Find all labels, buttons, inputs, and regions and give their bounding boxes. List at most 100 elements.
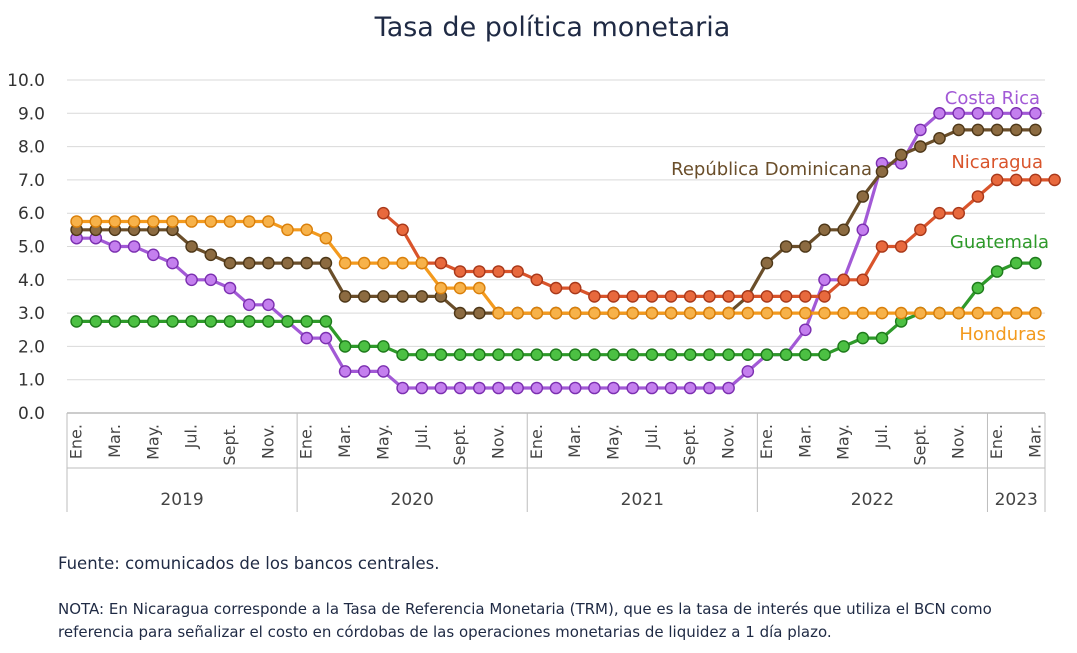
- data-point: [338, 340, 352, 353]
- data-point: [837, 306, 850, 320]
- data-point: [166, 256, 179, 270]
- data-point: [357, 340, 371, 353]
- data-point: [204, 273, 218, 287]
- data-point: [1029, 173, 1042, 187]
- data-point: [894, 148, 908, 162]
- data-point: [166, 315, 179, 328]
- series-label: República Dominicana: [671, 159, 872, 180]
- y-tick-label: 7.0: [18, 171, 45, 191]
- data-point: [223, 215, 237, 228]
- data-point: [415, 348, 429, 362]
- data-point: [492, 381, 505, 395]
- data-point: [607, 348, 620, 362]
- data-point: [338, 365, 352, 378]
- data-point: [933, 206, 946, 220]
- data-point: [837, 273, 850, 287]
- data-point: [818, 223, 831, 237]
- data-point: [568, 381, 582, 395]
- x-tick-label: Mar.: [795, 424, 814, 458]
- data-point: [664, 306, 678, 320]
- data-point: [242, 298, 256, 312]
- data-point: [70, 315, 83, 328]
- data-point: [511, 381, 524, 395]
- data-point: [1009, 123, 1023, 137]
- data-point: [377, 290, 390, 303]
- data-point: [453, 306, 467, 320]
- data-point: [185, 273, 198, 287]
- data-point: [319, 331, 333, 345]
- data-point: [683, 290, 697, 303]
- data-point: [914, 140, 927, 153]
- data-point: [549, 381, 563, 395]
- data-point: [338, 290, 352, 303]
- data-point: [281, 315, 294, 328]
- data-point: [492, 348, 505, 362]
- data-point: [1029, 306, 1042, 320]
- data-point: [990, 173, 1004, 187]
- x-tick-label: Ene.: [757, 424, 776, 459]
- data-point: [799, 348, 812, 362]
- data-point: [933, 131, 946, 145]
- series-line: [76, 219, 1036, 315]
- data-point: [741, 348, 755, 362]
- x-tick-label: Mar.: [1025, 424, 1044, 458]
- y-tick-label: 3.0: [18, 304, 45, 324]
- data-point: [760, 256, 774, 270]
- x-tick-label: Nov.: [719, 424, 738, 459]
- data-point: [837, 223, 850, 237]
- y-tick-label: 8.0: [18, 138, 45, 158]
- data-point: [300, 331, 314, 345]
- data-point: [1009, 256, 1023, 270]
- data-point: [990, 265, 1004, 278]
- data-point: [530, 273, 544, 287]
- x-tick-label: Jul.: [642, 424, 661, 449]
- data-point: [683, 348, 697, 362]
- data-point: [837, 340, 850, 353]
- data-point: [204, 215, 218, 228]
- data-point: [760, 290, 774, 303]
- data-point: [262, 215, 275, 228]
- x-tick-label: Nov.: [488, 424, 507, 459]
- y-tick-label: 0.0: [18, 404, 45, 424]
- data-point: [952, 306, 966, 320]
- data-point: [530, 306, 544, 320]
- data-point: [549, 348, 563, 362]
- data-point: [1009, 173, 1023, 187]
- data-point: [645, 381, 659, 395]
- data-point: [108, 215, 122, 228]
- data-point: [856, 306, 870, 320]
- data-point: [1029, 123, 1042, 137]
- data-point: [952, 107, 966, 120]
- data-point: [568, 306, 582, 320]
- series-label: Costa Rica: [945, 88, 1040, 109]
- data-point: [319, 256, 333, 270]
- data-point: [875, 331, 889, 345]
- data-point: [971, 281, 985, 295]
- chart-plot: 0.0 1.0 2.0 3.0 4.0 5.0 6.0 7.0 8.0 9.0 10.0 Ene. Ma…: [7, 71, 1061, 512]
- data-point: [396, 256, 409, 270]
- data-point: [127, 215, 141, 228]
- data-point: [703, 306, 716, 320]
- x-tick-label: Mar.: [565, 424, 584, 458]
- data-point: [396, 381, 409, 395]
- x-tick-label: Mar.: [105, 424, 124, 458]
- series-label: Nicaragua: [951, 152, 1043, 173]
- data-point: [377, 206, 390, 220]
- y-tick-label: 6.0: [18, 204, 45, 224]
- data-point: [588, 306, 601, 320]
- data-point: [453, 348, 467, 362]
- year-label: 2019: [160, 490, 203, 510]
- data-point: [971, 107, 985, 120]
- data-point: [607, 381, 620, 395]
- data-point: [242, 256, 256, 270]
- data-point: [472, 381, 486, 395]
- y-tick-label: 1.0: [18, 371, 45, 391]
- data-point: [300, 315, 314, 328]
- data-point: [588, 290, 601, 303]
- data-point: [185, 315, 198, 328]
- data-point: [779, 240, 793, 253]
- data-point: [434, 256, 448, 270]
- data-point: [319, 231, 333, 245]
- data-point: [89, 215, 103, 228]
- data-point: [741, 306, 755, 320]
